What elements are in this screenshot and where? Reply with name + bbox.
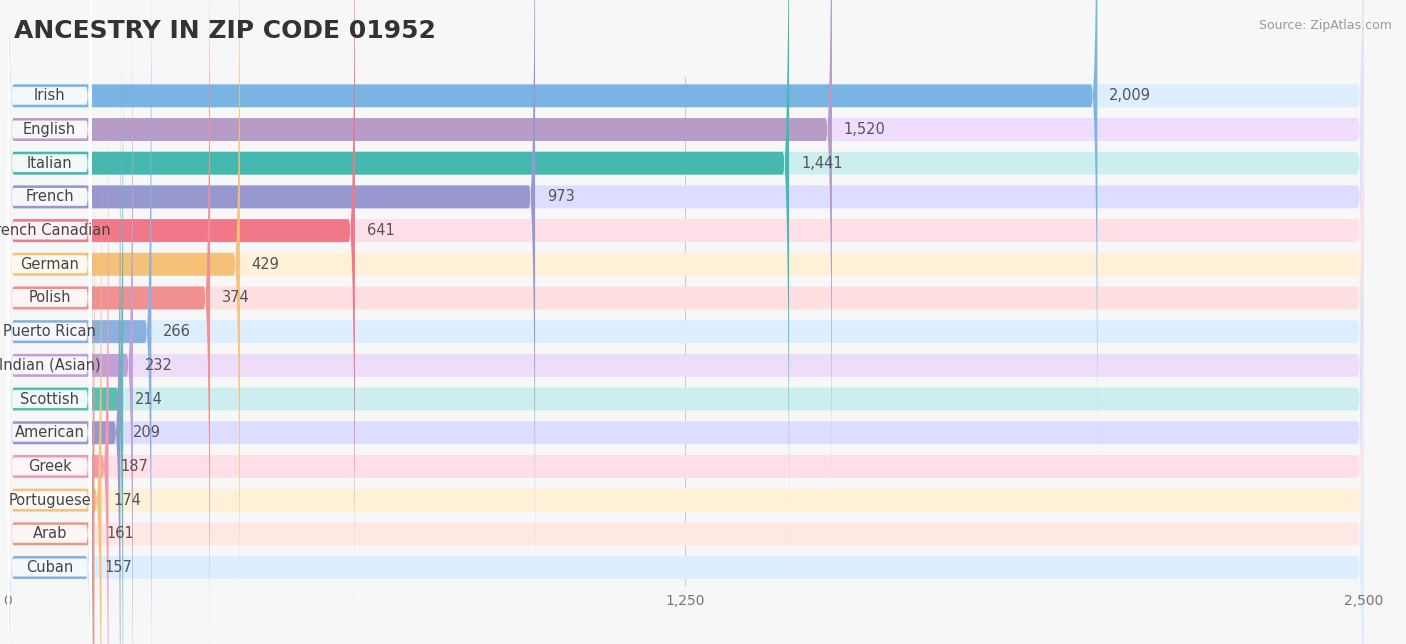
FancyBboxPatch shape xyxy=(7,0,91,558)
Text: English: English xyxy=(22,122,76,137)
FancyBboxPatch shape xyxy=(7,175,1364,644)
Text: Source: ZipAtlas.com: Source: ZipAtlas.com xyxy=(1258,19,1392,32)
Text: 232: 232 xyxy=(145,358,173,373)
FancyBboxPatch shape xyxy=(7,0,152,644)
Text: 161: 161 xyxy=(107,526,134,542)
FancyBboxPatch shape xyxy=(7,73,1364,644)
Text: Greek: Greek xyxy=(28,459,72,474)
FancyBboxPatch shape xyxy=(7,0,91,525)
FancyBboxPatch shape xyxy=(7,0,1364,644)
FancyBboxPatch shape xyxy=(7,0,832,522)
Text: 1,520: 1,520 xyxy=(844,122,886,137)
FancyBboxPatch shape xyxy=(7,0,1364,522)
FancyBboxPatch shape xyxy=(7,0,789,556)
Text: Italian: Italian xyxy=(27,156,73,171)
FancyBboxPatch shape xyxy=(7,0,91,592)
Text: Portuguese: Portuguese xyxy=(8,493,91,507)
FancyBboxPatch shape xyxy=(7,0,1364,489)
FancyBboxPatch shape xyxy=(7,0,1364,556)
FancyBboxPatch shape xyxy=(7,40,121,644)
Text: 266: 266 xyxy=(163,324,191,339)
FancyBboxPatch shape xyxy=(7,4,91,644)
FancyBboxPatch shape xyxy=(7,37,91,644)
FancyBboxPatch shape xyxy=(7,240,91,644)
Text: Puerto Rican: Puerto Rican xyxy=(3,324,96,339)
FancyBboxPatch shape xyxy=(7,108,101,644)
FancyBboxPatch shape xyxy=(7,71,91,644)
Text: 374: 374 xyxy=(222,290,250,305)
Text: 157: 157 xyxy=(104,560,132,575)
Text: 174: 174 xyxy=(114,493,141,507)
Text: 209: 209 xyxy=(132,425,160,440)
FancyBboxPatch shape xyxy=(7,0,91,457)
Text: Scottish: Scottish xyxy=(20,392,79,406)
Text: 1,441: 1,441 xyxy=(801,156,842,171)
FancyBboxPatch shape xyxy=(7,0,1364,623)
Text: Cuban: Cuban xyxy=(25,560,73,575)
FancyBboxPatch shape xyxy=(7,0,1364,644)
FancyBboxPatch shape xyxy=(7,0,1364,590)
Text: 2,009: 2,009 xyxy=(1109,88,1152,103)
FancyBboxPatch shape xyxy=(7,141,1364,644)
FancyBboxPatch shape xyxy=(7,40,1364,644)
FancyBboxPatch shape xyxy=(7,0,1364,644)
FancyBboxPatch shape xyxy=(7,0,240,644)
FancyBboxPatch shape xyxy=(7,172,91,644)
Text: 187: 187 xyxy=(121,459,148,474)
Text: 641: 641 xyxy=(367,223,395,238)
FancyBboxPatch shape xyxy=(7,6,124,644)
Text: Indian (Asian): Indian (Asian) xyxy=(0,358,100,373)
FancyBboxPatch shape xyxy=(7,0,1097,489)
FancyBboxPatch shape xyxy=(7,105,91,644)
FancyBboxPatch shape xyxy=(7,0,91,626)
Text: French Canadian: French Canadian xyxy=(0,223,111,238)
Text: Arab: Arab xyxy=(32,526,67,542)
FancyBboxPatch shape xyxy=(7,0,536,590)
FancyBboxPatch shape xyxy=(7,206,91,644)
FancyBboxPatch shape xyxy=(7,6,1364,644)
FancyBboxPatch shape xyxy=(7,0,209,644)
Text: 973: 973 xyxy=(547,189,575,204)
FancyBboxPatch shape xyxy=(7,0,91,424)
FancyBboxPatch shape xyxy=(7,141,94,644)
FancyBboxPatch shape xyxy=(7,0,134,644)
FancyBboxPatch shape xyxy=(7,0,1364,644)
FancyBboxPatch shape xyxy=(7,175,93,644)
Text: 429: 429 xyxy=(252,257,280,272)
FancyBboxPatch shape xyxy=(7,138,91,644)
Text: 214: 214 xyxy=(135,392,163,406)
Text: Irish: Irish xyxy=(34,88,66,103)
Text: ANCESTRY IN ZIP CODE 01952: ANCESTRY IN ZIP CODE 01952 xyxy=(14,19,436,43)
Text: German: German xyxy=(20,257,79,272)
Text: Polish: Polish xyxy=(28,290,70,305)
FancyBboxPatch shape xyxy=(7,108,1364,644)
FancyBboxPatch shape xyxy=(7,0,354,623)
FancyBboxPatch shape xyxy=(7,0,91,491)
Text: French: French xyxy=(25,189,75,204)
FancyBboxPatch shape xyxy=(7,73,108,644)
Text: American: American xyxy=(14,425,84,440)
